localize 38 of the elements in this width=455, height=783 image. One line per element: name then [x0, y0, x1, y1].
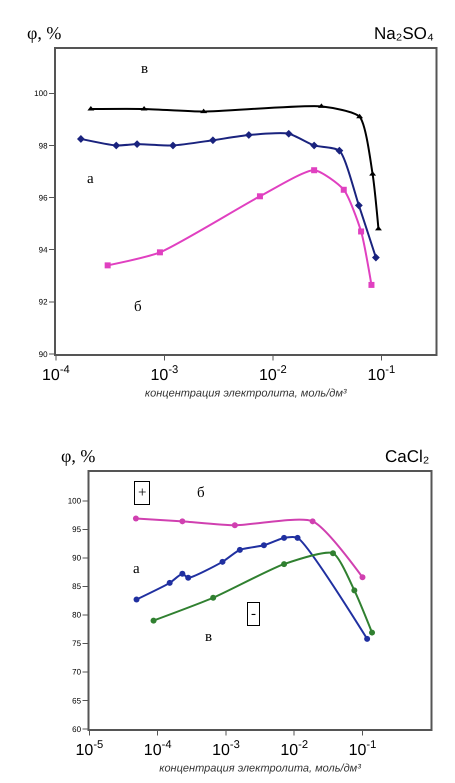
series-label: а — [87, 171, 94, 187]
x-tick-label: 10$^{-2}$ — [259, 364, 287, 384]
y-tick-label: 100 — [34, 89, 48, 98]
y-tick-label: 80 — [72, 610, 82, 620]
y-tick-label: 100 — [68, 496, 82, 506]
y-tick-label: 70 — [72, 668, 82, 677]
x-tick-label: 10$^{-4}$ — [42, 364, 70, 384]
y-tick-label: 90 — [72, 554, 82, 563]
annotation: + — [138, 485, 146, 501]
y-tick-label: 75 — [72, 639, 82, 648]
x-axis-title: концентрация электролита, моль/дм³ — [159, 762, 362, 775]
y-tick-label: 65 — [72, 696, 82, 706]
x-tick-label: 10$^{-1}$ — [368, 364, 396, 384]
series-label: в — [141, 61, 148, 77]
y-tick-label: 95 — [72, 525, 82, 534]
x-tick-label: 10$^{-2}$ — [280, 739, 308, 759]
y-tick-label: 90 — [38, 350, 48, 359]
series-label: в — [205, 629, 212, 645]
chart-title: CaCl₂ — [385, 447, 430, 466]
x-tick-label: 10$^{-3}$ — [212, 739, 240, 759]
annotation: - — [251, 606, 256, 622]
x-tick-label: 10$^{-1}$ — [348, 739, 376, 759]
series-label: а — [133, 561, 140, 577]
y-tick-label: 94 — [38, 246, 48, 255]
x-tick-label: 10$^{-5}$ — [76, 739, 104, 759]
y-tick-label: 98 — [38, 141, 48, 150]
y-tick-label: 60 — [72, 724, 82, 734]
text: б — [134, 299, 142, 315]
series-label: б — [197, 485, 205, 501]
y-tick-label: 85 — [72, 582, 82, 592]
chart-title: Na₂SO₄ — [374, 24, 434, 43]
y-axis-title: φ, % — [61, 446, 96, 466]
x-axis-title: концентрация электролита, моль/дм³ — [144, 388, 347, 400]
y-tick-label: 96 — [38, 193, 48, 202]
x-tick-label: 10$^{-4}$ — [144, 739, 172, 759]
x-tick-label: 10$^{-3}$ — [150, 364, 178, 384]
y-axis-title: φ, % — [27, 23, 62, 43]
y-tick-label: 92 — [38, 298, 48, 307]
